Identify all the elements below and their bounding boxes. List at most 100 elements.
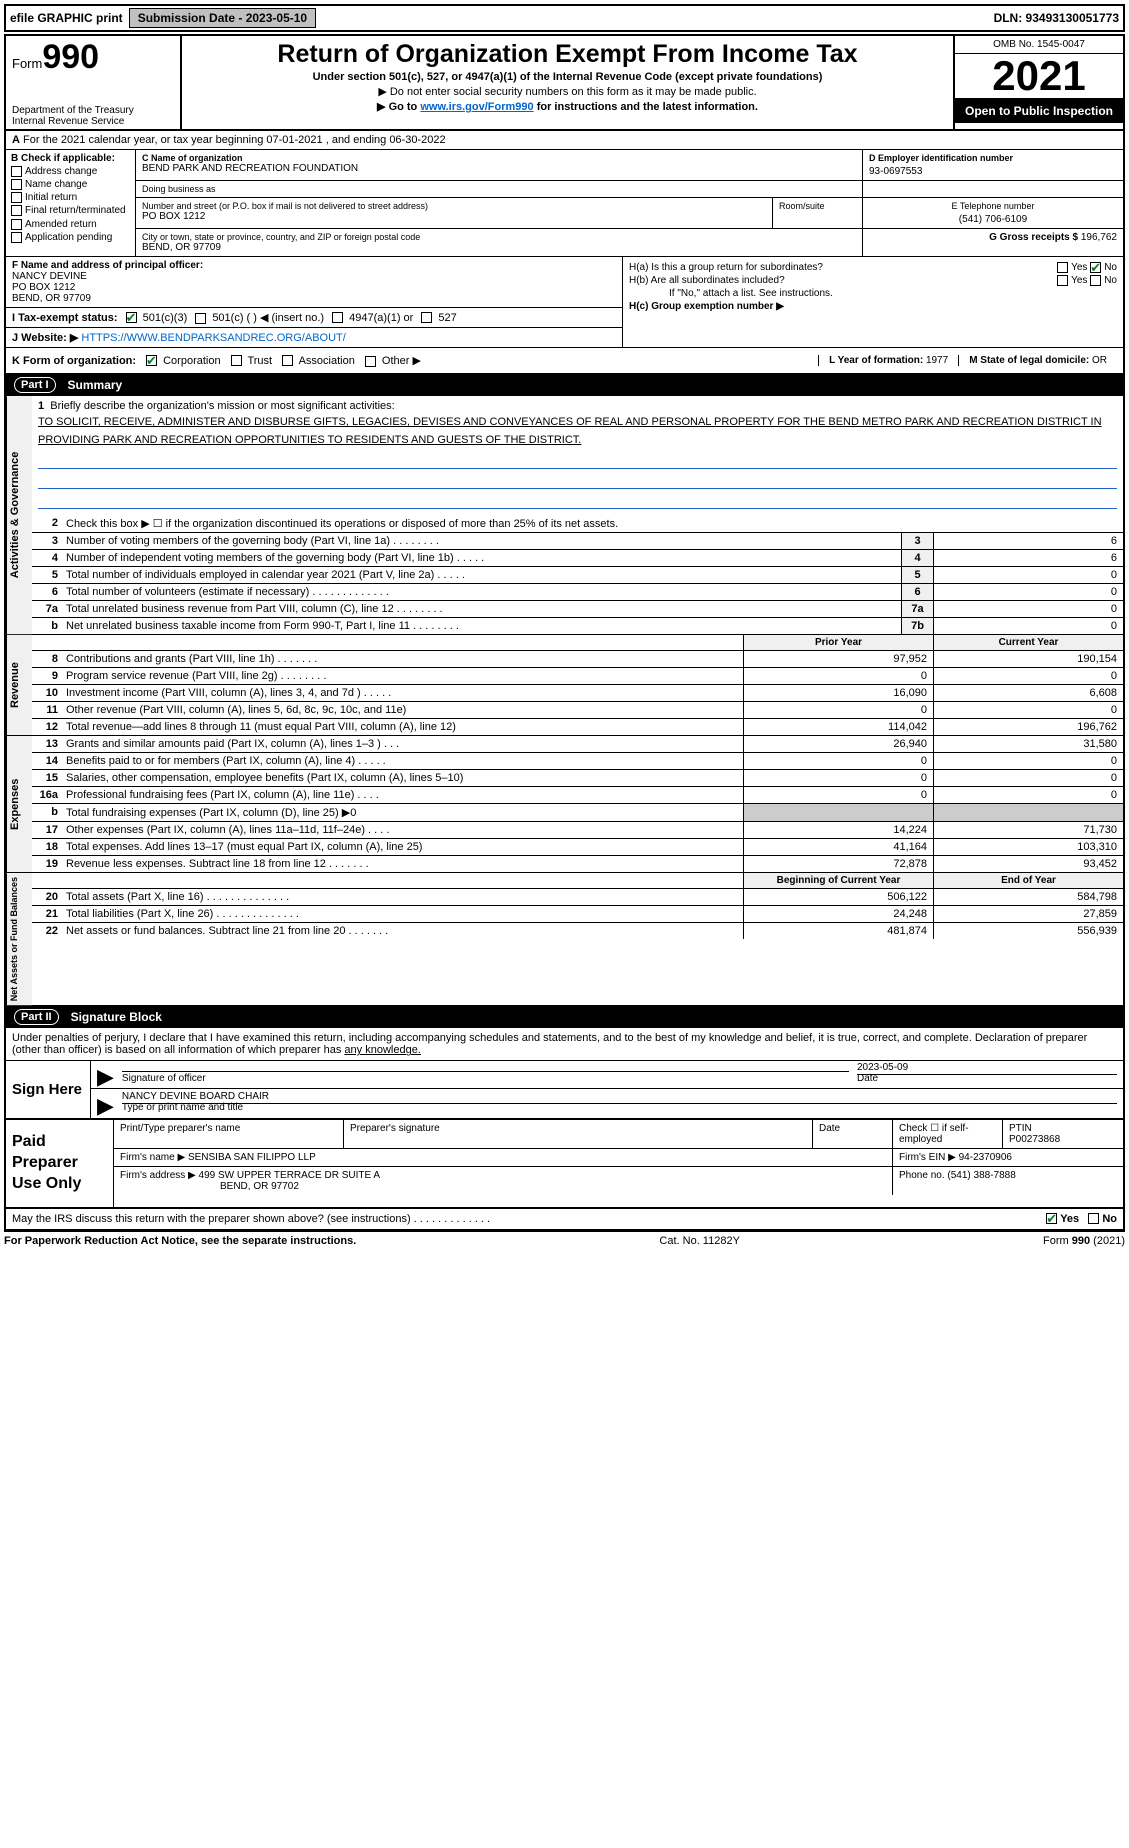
ln-num: 14: [32, 753, 62, 769]
form-title: Return of Organization Exempt From Incom…: [188, 40, 947, 69]
chk-initial-return[interactable]: Initial return: [11, 192, 130, 203]
hb-label: H(b) Are all subordinates included?: [629, 275, 785, 286]
chk-amended-return[interactable]: Amended return: [11, 219, 130, 230]
mission-text: TO SOLICIT, RECEIVE, ADMINISTER AND DISB…: [38, 414, 1117, 449]
ln-text: Salaries, other compensation, employee b…: [62, 770, 743, 786]
opt-other: Other ▶: [382, 355, 421, 367]
no-label: No: [1104, 275, 1117, 286]
section-i: I Tax-exempt status: 501(c)(3) 501(c) ( …: [6, 308, 622, 328]
chk-final-return[interactable]: Final return/terminated: [11, 205, 130, 216]
curr-val: 31,580: [933, 736, 1123, 752]
chk-501c3[interactable]: 501(c)(3): [126, 312, 188, 324]
h-c: H(c) Group exemption number ▶: [629, 301, 1117, 312]
no-label: No: [1102, 1213, 1117, 1225]
chk-ha-no[interactable]: [1090, 262, 1101, 273]
shaded-cell: [743, 804, 933, 821]
opt-assoc: Association: [299, 355, 355, 367]
chk-corporation[interactable]: Corporation: [146, 355, 221, 367]
chk-hb-yes[interactable]: [1057, 275, 1068, 286]
ln-box: 4: [901, 550, 933, 566]
ln-num: 3: [32, 533, 62, 549]
g-label: G Gross receipts $: [989, 232, 1078, 243]
ln-val: 0: [933, 601, 1123, 617]
line-13: 13Grants and similar amounts paid (Part …: [32, 736, 1123, 753]
officer-name: NANCY DEVINE: [12, 271, 87, 282]
firm-name-cell: Firm's name ▶ SENSIBA SAN FILIPPO LLP: [114, 1149, 893, 1166]
b-header: B Check if applicable:: [11, 153, 130, 164]
section-b: B Check if applicable: Address change Na…: [6, 150, 136, 256]
chk-ha-yes[interactable]: [1057, 262, 1068, 273]
discuss-text: May the IRS discuss this return with the…: [12, 1213, 490, 1225]
ln-text: Net assets or fund balances. Subtract li…: [62, 923, 743, 939]
chk-trust[interactable]: Trust: [231, 355, 273, 367]
curr-val: 103,310: [933, 839, 1123, 855]
curr-val: 0: [933, 787, 1123, 803]
chk-label: Initial return: [25, 192, 77, 203]
section-c-address: Number and street (or P.O. box if mail i…: [136, 198, 773, 228]
firm-addr2: BEND, OR 97702: [220, 1181, 299, 1192]
section-b-through-g: B Check if applicable: Address change Na…: [6, 150, 1123, 257]
website-link[interactable]: HTTPS://WWW.BENDPARKSANDREC.ORG/ABOUT/: [81, 332, 345, 344]
opt-4947: 4947(a)(1) or: [349, 312, 413, 324]
ln-text: Revenue less expenses. Subtract line 18 …: [62, 856, 743, 872]
opt-527: 527: [438, 312, 456, 324]
section-e: E Telephone number (541) 706-6109: [863, 198, 1123, 228]
prep-self-employed[interactable]: Check ☐ if self-employed: [893, 1120, 1003, 1148]
curr-val: 6,608: [933, 685, 1123, 701]
sign-here-section: Sign Here ▶ Signature of officer 2023-05…: [6, 1061, 1123, 1120]
firm-addr-row: Firm's address ▶ 499 SW UPPER TERRACE DR…: [114, 1167, 1123, 1195]
sig-date-label: Date: [857, 1073, 878, 1084]
end-val: 584,798: [933, 889, 1123, 905]
officer-name-row: ▶ NANCY DEVINE BOARD CHAIR Type or print…: [91, 1089, 1123, 1117]
officer-name-value: NANCY DEVINE BOARD CHAIR: [122, 1091, 1117, 1102]
chk-name-change[interactable]: Name change: [11, 179, 130, 190]
prior-val: 0: [743, 770, 933, 786]
blank-line: [38, 473, 1117, 489]
k-label: K Form of organization:: [12, 355, 136, 367]
paid-preparer-section: Paid Preparer Use Only Print/Type prepar…: [6, 1120, 1123, 1208]
efile-label: efile GRAPHIC print: [10, 11, 123, 25]
irs-label: Internal Revenue Service: [12, 116, 174, 127]
curr-val: 0: [933, 702, 1123, 718]
chk-hb-no[interactable]: [1090, 275, 1101, 286]
chk-discuss-no[interactable]: [1088, 1213, 1099, 1224]
sig-date-value: 2023-05-09: [857, 1062, 1117, 1073]
prior-year-header: Prior Year: [743, 635, 933, 650]
line-2: 2 Check this box ▶ ☐ if the organization…: [32, 515, 1123, 533]
d-spacer: [863, 181, 1123, 197]
ln-num: 2: [32, 515, 62, 532]
ln-num: 21: [32, 906, 62, 922]
chk-discuss-yes[interactable]: [1046, 1213, 1057, 1224]
chk-527[interactable]: 527: [421, 312, 456, 324]
chk-501c[interactable]: 501(c) ( ) ◀ (insert no.): [195, 311, 324, 324]
go-suffix: for instructions and the latest informat…: [534, 101, 758, 113]
line-11: 11Other revenue (Part VIII, column (A), …: [32, 702, 1123, 719]
begin-val: 506,122: [743, 889, 933, 905]
submission-date-button[interactable]: Submission Date - 2023-05-10: [129, 8, 316, 28]
sign-here-label: Sign Here: [6, 1061, 91, 1118]
begin-val: 481,874: [743, 923, 933, 939]
section-c-dba: Doing business as: [136, 181, 863, 197]
gross-receipts-value: 196,762: [1081, 232, 1117, 243]
chk-application-pending[interactable]: Application pending: [11, 232, 130, 243]
ln-num: 13: [32, 736, 62, 752]
ln-num: 5: [32, 567, 62, 583]
line-8: 8Contributions and grants (Part VIII, li…: [32, 651, 1123, 668]
ln-text: Total assets (Part X, line 16) . . . . .…: [62, 889, 743, 905]
chk-address-change[interactable]: Address change: [11, 166, 130, 177]
officer-signature-field[interactable]: Signature of officer: [122, 1071, 849, 1084]
blank-line: [38, 453, 1117, 469]
form-go-to: ▶ Go to www.irs.gov/Form990 for instruct…: [188, 100, 947, 113]
chk-4947[interactable]: 4947(a)(1) or: [332, 312, 413, 324]
chk-other[interactable]: Other ▶: [365, 354, 421, 367]
irs-link[interactable]: www.irs.gov/Form990: [420, 101, 533, 113]
chk-association[interactable]: Association: [282, 355, 355, 367]
ln-text: Total unrelated business revenue from Pa…: [62, 601, 901, 617]
ln-box: 5: [901, 567, 933, 583]
org-name: BEND PARK AND RECREATION FOUNDATION: [142, 163, 856, 174]
header-right: OMB No. 1545-0047 2021 Open to Public In…: [953, 36, 1123, 129]
form-990-container: Form990 Department of the Treasury Inter…: [4, 34, 1125, 1232]
ptin-value: P00273868: [1009, 1134, 1060, 1145]
section-c-city: City or town, state or province, country…: [136, 229, 863, 256]
ln-val: 0: [933, 584, 1123, 600]
